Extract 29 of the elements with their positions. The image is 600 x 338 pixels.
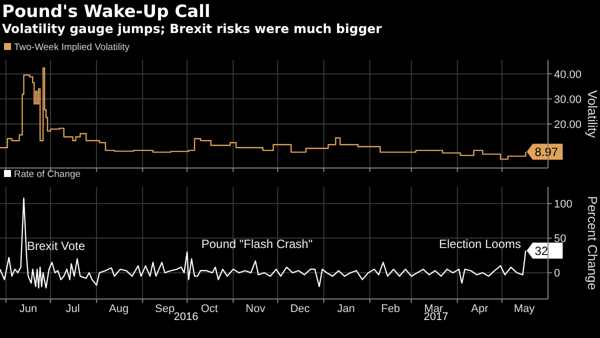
annotation: Election Looms: [438, 237, 522, 251]
x-tick-label: Aug: [109, 303, 129, 315]
x-tick-label: Jun: [19, 303, 38, 315]
x-tick-label: Nov: [246, 303, 266, 315]
data-label: 8.97: [534, 145, 558, 160]
annotation: Pound "Flash Crash": [201, 237, 313, 251]
x-tick-label: Feb: [381, 303, 400, 315]
y-tick-label: 0: [554, 268, 560, 280]
y-tick-label: 100: [554, 198, 572, 211]
x-tick-label: Jul: [66, 303, 80, 315]
x-tick-label: May: [514, 303, 536, 315]
x-tick-label: Dec: [290, 303, 310, 315]
x-tick-label: Apr: [471, 303, 489, 315]
x-tick-label: Sep: [155, 303, 175, 315]
y-tick-label: 40.00: [554, 68, 582, 81]
data-label: 32: [534, 244, 548, 258]
chart-subtitle: Volatility gauge jumps; Brexit risks were much bigger: [2, 21, 383, 36]
x-tick-label: Jan: [337, 303, 355, 315]
y-axis-title: Percent Change: [585, 196, 600, 290]
legend-label: Two-Week Implied Volatility: [14, 42, 130, 53]
legend-label: Rate of Change: [14, 169, 81, 180]
y-tick-label: 50: [554, 233, 566, 246]
y-tick-label: 30.00: [554, 94, 582, 106]
x-tick-label: Oct: [200, 303, 218, 315]
y-tick-label: 20.00: [554, 119, 582, 132]
annotation: Brexit Vote: [26, 239, 86, 253]
y-axis-title: Volatility: [585, 90, 600, 138]
text: 2016: [174, 311, 198, 323]
chart-title: Pound's Wake-Up Call: [2, 2, 210, 22]
